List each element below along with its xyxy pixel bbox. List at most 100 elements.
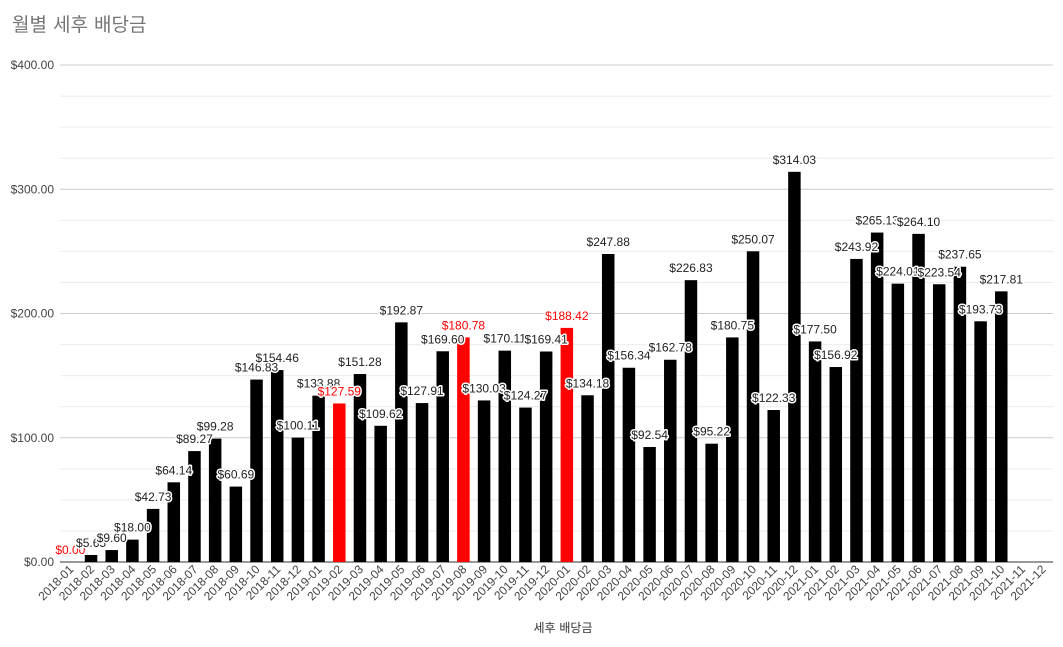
bar-2019-10[interactable] bbox=[498, 350, 512, 562]
data-label-2020-06: $162.78 bbox=[649, 341, 693, 355]
bar-2020-05[interactable] bbox=[643, 447, 656, 562]
data-label-2019-11: $124.27 bbox=[504, 389, 548, 403]
data-label-2021-09: $193.73 bbox=[959, 302, 1003, 316]
bar-2018-11[interactable] bbox=[270, 370, 284, 562]
data-labels: $0.00$5.65$9.60$18.00$42.73$64.14$89.27$… bbox=[54, 151, 1025, 558]
data-label-2019-04: $109.62 bbox=[359, 407, 403, 421]
bar-2021-08[interactable] bbox=[953, 266, 967, 562]
data-label-2018-02: $5.65 bbox=[76, 536, 106, 550]
bar-2018-03[interactable] bbox=[105, 550, 118, 562]
bar-2020-12[interactable] bbox=[788, 171, 801, 562]
data-label-2020-04: $156.34 bbox=[607, 349, 651, 363]
bar-2020-07[interactable] bbox=[684, 280, 698, 562]
data-label-2020-01: $188.42 bbox=[545, 309, 589, 323]
bar-2018-06[interactable] bbox=[167, 482, 181, 562]
bar-2018-04[interactable] bbox=[126, 539, 139, 562]
data-label-2021-07: $223.54 bbox=[918, 265, 962, 279]
data-label-2021-05: $224.01 bbox=[876, 265, 920, 279]
bar-2020-11[interactable] bbox=[767, 410, 780, 562]
data-label-2019-05: $192.87 bbox=[380, 303, 424, 317]
data-label-2020-05: $92.54 bbox=[631, 428, 668, 442]
data-label-2020-12: $314.03 bbox=[773, 153, 817, 167]
data-label-2018-09: $60.69 bbox=[217, 468, 254, 482]
bar-2020-04[interactable] bbox=[622, 367, 636, 562]
bar-2021-09[interactable] bbox=[974, 321, 987, 562]
bar-2019-05[interactable] bbox=[395, 322, 408, 562]
data-label-2019-12: $169.41 bbox=[524, 333, 568, 347]
bar-2020-02[interactable] bbox=[581, 395, 594, 562]
data-label-2018-04: $18.00 bbox=[114, 521, 151, 535]
chart-title: 월별 세후 배당금 bbox=[12, 14, 147, 36]
data-label-2020-03: $247.88 bbox=[587, 235, 631, 249]
bar-2019-08[interactable] bbox=[457, 337, 470, 562]
data-label-2019-02: $127.59 bbox=[318, 384, 362, 398]
data-label-2018-03: $9.60 bbox=[97, 531, 127, 545]
data-label-2019-07: $169.60 bbox=[421, 332, 465, 346]
y-tick-label: $200.00 bbox=[11, 307, 55, 321]
bar-2021-02[interactable] bbox=[829, 367, 843, 562]
bar-2018-09[interactable] bbox=[229, 486, 243, 562]
bar-2019-06[interactable] bbox=[415, 403, 429, 562]
bar-2021-03[interactable] bbox=[850, 258, 863, 562]
bar-2021-04[interactable] bbox=[870, 232, 884, 562]
bar-2021-07[interactable] bbox=[932, 284, 946, 562]
bar-2018-07[interactable] bbox=[188, 451, 201, 562]
data-label-2019-09: $130.03 bbox=[462, 381, 506, 395]
y-tick-label: $300.00 bbox=[11, 182, 55, 196]
data-label-2019-06: $127.91 bbox=[400, 384, 444, 398]
data-label-2020-10: $250.07 bbox=[731, 232, 775, 246]
data-label-2018-10: $146.83 bbox=[235, 361, 279, 375]
x-axis-title: 세후 배당금 bbox=[533, 621, 592, 635]
data-label-2018-08: $99.28 bbox=[197, 420, 234, 434]
bar-2019-03[interactable] bbox=[353, 374, 367, 562]
bar-2020-03[interactable] bbox=[601, 254, 615, 562]
data-label-2021-03: $243.92 bbox=[835, 240, 879, 254]
bar-2018-08[interactable] bbox=[208, 438, 222, 562]
bar-2018-10[interactable] bbox=[250, 379, 263, 562]
data-label-2018-07: $89.27 bbox=[176, 432, 213, 446]
bar-2020-06[interactable] bbox=[664, 359, 677, 562]
bar-2020-10[interactable] bbox=[746, 251, 760, 562]
gridlines bbox=[60, 64, 1053, 563]
data-label-2020-08: $95.22 bbox=[693, 425, 730, 439]
bar-2019-09[interactable] bbox=[477, 400, 491, 562]
data-label-2020-07: $226.83 bbox=[669, 261, 713, 275]
bar-series bbox=[84, 171, 1008, 562]
data-label-2018-01: $0.00 bbox=[55, 543, 85, 557]
bar-2019-01[interactable] bbox=[312, 395, 325, 562]
bar-2019-02[interactable] bbox=[333, 403, 346, 562]
data-label-2018-11: $154.46 bbox=[256, 351, 300, 365]
y-tick-label: $400.00 bbox=[11, 58, 55, 72]
y-tick-label: $0.00 bbox=[24, 555, 54, 569]
bar-2019-07[interactable] bbox=[436, 351, 449, 562]
bar-2019-04[interactable] bbox=[374, 425, 387, 562]
bar-2021-05[interactable] bbox=[891, 283, 905, 562]
bar-2020-09[interactable] bbox=[726, 337, 739, 562]
data-label-2018-05: $42.73 bbox=[135, 490, 172, 504]
data-label-2021-06: $264.10 bbox=[897, 215, 941, 229]
data-label-2020-09: $180.75 bbox=[711, 318, 755, 332]
bar-2021-06[interactable] bbox=[912, 233, 925, 562]
data-label-2021-02: $156.92 bbox=[814, 348, 858, 362]
bar-2019-12[interactable] bbox=[539, 351, 553, 562]
bar-2019-11[interactable] bbox=[519, 407, 532, 562]
data-label-2021-08: $237.65 bbox=[938, 248, 982, 262]
y-axis-labels: $0.00 $100.00 $200.00 $300.00 $400.00 bbox=[11, 58, 55, 569]
data-label-2021-01: $177.50 bbox=[793, 322, 837, 336]
data-label-2020-11: $122.33 bbox=[752, 391, 796, 405]
bar-2021-01[interactable] bbox=[808, 341, 822, 562]
data-label-2021-04: $265.13 bbox=[855, 214, 899, 228]
data-label-2019-03: $151.28 bbox=[338, 355, 382, 369]
bar-2018-12[interactable] bbox=[291, 437, 305, 562]
data-label-2018-06: $64.14 bbox=[155, 463, 192, 477]
bar-2018-05[interactable] bbox=[146, 508, 160, 562]
data-label-2021-10: $217.81 bbox=[980, 272, 1024, 286]
bar-2020-01[interactable] bbox=[560, 327, 574, 562]
y-tick-label: $100.00 bbox=[11, 431, 55, 445]
bar-2020-08[interactable] bbox=[705, 443, 718, 562]
data-label-2019-01: $133.88 bbox=[297, 377, 341, 391]
data-label-2019-10: $170.11 bbox=[484, 332, 527, 346]
bar-2021-10[interactable] bbox=[995, 291, 1008, 562]
bar-2018-02[interactable] bbox=[84, 554, 98, 562]
